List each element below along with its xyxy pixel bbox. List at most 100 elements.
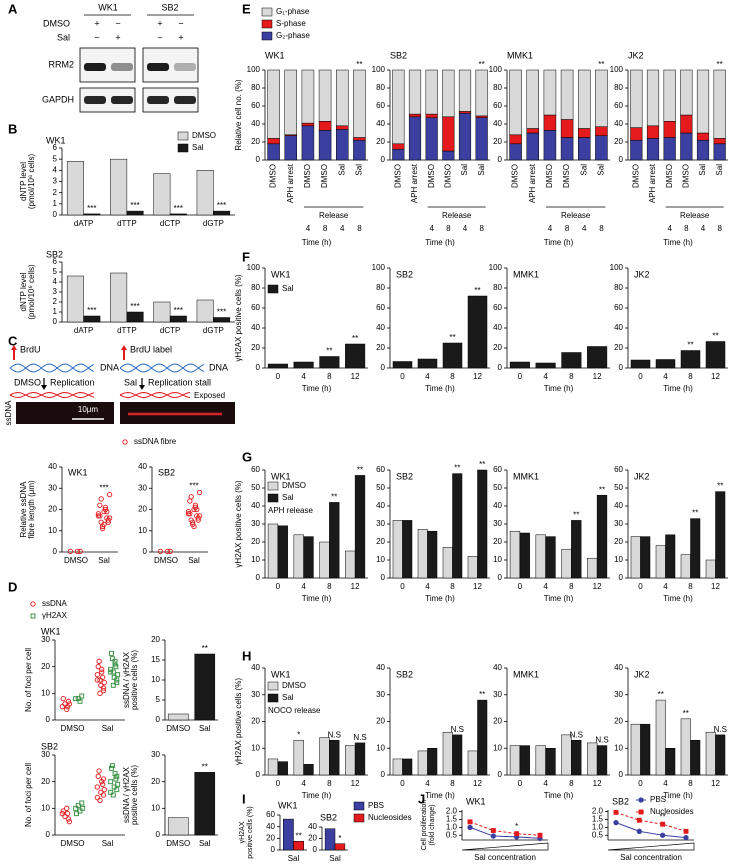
bar	[696, 139, 710, 161]
bar	[169, 315, 187, 323]
x-tick-label: 4	[425, 582, 430, 591]
point	[115, 781, 121, 787]
chart-title: MMK1	[513, 669, 539, 679]
bar	[543, 114, 557, 131]
bar	[167, 817, 189, 836]
bar	[696, 132, 710, 141]
arrow-head	[121, 345, 127, 350]
bar	[442, 731, 453, 776]
y-tick-label: 0	[381, 770, 386, 779]
point	[64, 706, 70, 712]
y-tick-label: 40	[493, 663, 502, 672]
chart-title: WK1	[271, 669, 291, 679]
bar	[571, 520, 582, 579]
y-tick-label: 0	[381, 155, 386, 164]
panel-label: H	[242, 648, 251, 663]
legend-label: Nucleosides	[650, 807, 694, 816]
y-axis-label: No. of foci per cell	[24, 648, 33, 712]
x-tick-label: Sal	[199, 724, 211, 733]
bar	[509, 134, 522, 145]
x-tick-label: Sal	[329, 854, 341, 863]
bar	[353, 139, 366, 161]
legend-label: Sal	[282, 693, 294, 702]
y-tick-label: 20	[251, 717, 260, 726]
point	[77, 808, 83, 814]
y-tick-label: 60	[493, 101, 502, 110]
point	[114, 677, 120, 683]
y-tick-label: 20	[251, 137, 260, 146]
y-tick-label: 0	[53, 317, 58, 326]
legend-swatch	[267, 284, 279, 294]
point	[111, 674, 117, 680]
x-axis-label: Time (h)	[663, 594, 693, 603]
x-tick-label: DMSO	[511, 164, 520, 188]
bar	[284, 135, 298, 161]
x-tick-label: 0	[638, 372, 643, 381]
x-tick-label: 8	[688, 582, 693, 591]
chart-title: SB2	[396, 471, 413, 481]
significance: *	[338, 834, 341, 843]
bar	[458, 69, 472, 112]
treatment-sign: +	[115, 32, 120, 42]
y-tick-label: 20	[151, 635, 160, 644]
bar	[282, 818, 294, 851]
bar	[408, 113, 422, 118]
bar	[646, 138, 660, 161]
bar	[110, 272, 128, 323]
blot-band	[147, 63, 169, 71]
y-tick-label: 0	[498, 155, 503, 164]
x-tick-label: Sal	[579, 164, 588, 176]
y-tick-label: 80	[376, 83, 385, 92]
x-tick-label: 4	[543, 372, 548, 381]
bar	[543, 69, 557, 116]
blot-band	[147, 96, 169, 104]
x-tick-label: 12	[473, 779, 482, 788]
x-tick-label: 8	[569, 779, 574, 788]
point	[99, 669, 105, 675]
significance: **	[454, 464, 460, 473]
legend-label: DMSO	[192, 131, 216, 140]
point	[111, 784, 117, 790]
fibre-image	[16, 402, 114, 424]
bar	[425, 69, 438, 115]
y-tick-label: 50	[376, 483, 385, 492]
y-tick-label: 30	[376, 519, 385, 528]
bar	[354, 475, 366, 579]
x-tick-label: dCTP	[160, 326, 180, 335]
protein-label: RRM2	[48, 59, 74, 69]
bar	[475, 117, 488, 161]
point	[660, 821, 666, 827]
bar	[318, 130, 332, 161]
bar	[519, 745, 530, 776]
point	[109, 656, 115, 662]
y-tick-label: 0	[313, 845, 318, 854]
bar	[267, 758, 279, 776]
x-tick-label: 0	[276, 372, 281, 381]
legend-swatch	[261, 7, 273, 17]
significance: ***	[217, 201, 226, 210]
bar	[277, 761, 288, 776]
bar	[690, 739, 701, 776]
bar	[267, 138, 280, 145]
y-tick-label: 100	[610, 263, 624, 272]
bar	[713, 138, 726, 145]
y-tick-label: 10	[48, 526, 57, 535]
point	[79, 800, 85, 806]
point	[95, 773, 101, 779]
chart-title: SB2	[390, 50, 407, 60]
bar	[267, 143, 280, 161]
bar	[630, 536, 641, 579]
chart-title: SB2	[158, 467, 175, 477]
bar	[475, 115, 488, 118]
significance: **	[479, 690, 485, 699]
y-axis-label: Cell proliferation	[421, 800, 428, 851]
point	[110, 682, 116, 688]
y-tick-label: 20	[251, 343, 260, 352]
y-tick-label: 40	[251, 663, 260, 672]
y-tick-label: 20	[493, 137, 502, 146]
bar	[680, 554, 691, 579]
bar	[442, 69, 455, 118]
y-tick-label: 20	[376, 717, 385, 726]
legend-swatch	[638, 809, 644, 815]
x-tick-label: 4	[301, 779, 306, 788]
